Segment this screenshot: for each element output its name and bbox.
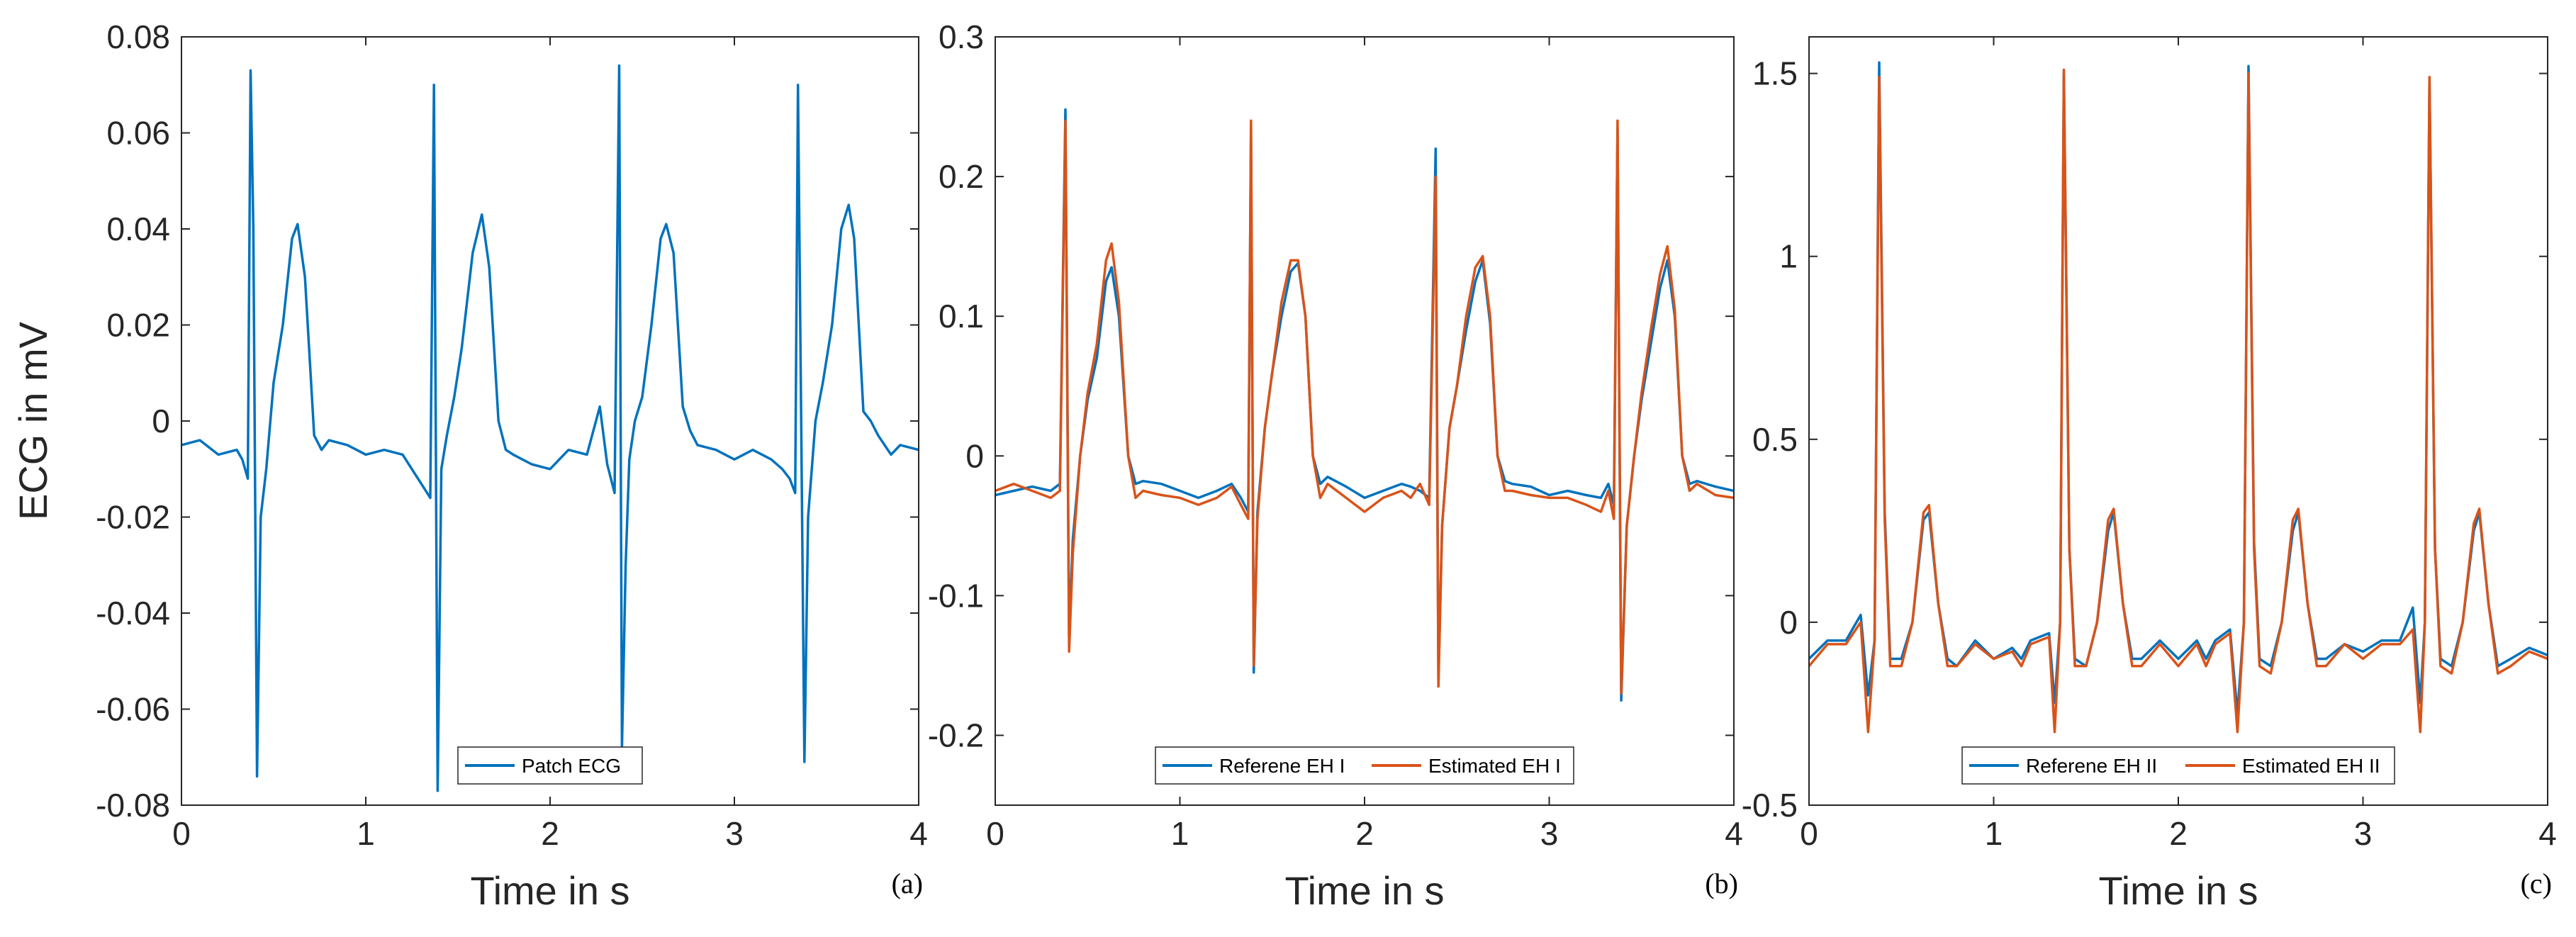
x-tick-label: 4 <box>2538 815 2557 852</box>
x-tick-label: 2 <box>2169 815 2188 852</box>
x-tick-label: 4 <box>909 815 928 852</box>
y-tick-label: 0.08 <box>106 18 170 55</box>
x-tick-label: 0 <box>1800 815 1818 852</box>
legend-box <box>1155 746 1574 785</box>
series-group <box>995 108 1734 702</box>
y-tick-label: 0.1 <box>939 298 984 335</box>
y-tick-label: 0.06 <box>106 115 170 152</box>
legend: Referene EH II Estimated EH II <box>1961 746 2395 785</box>
y-tick-label: 0.3 <box>939 18 984 55</box>
panel-label: (b) <box>1705 868 1738 899</box>
series-line-estimated-eh-i <box>995 119 1734 695</box>
y-tick-label: 0 <box>1779 604 1798 641</box>
y-tick-label: -0.06 <box>96 691 170 728</box>
series-line-patch-ecg <box>181 64 919 792</box>
legend-entry: Estimated EH I <box>1428 755 1561 777</box>
y-tick-label: 0 <box>965 437 984 474</box>
x-axis-label: Time in s <box>1284 868 1444 913</box>
x-tick-label: 0 <box>172 815 191 852</box>
x-tick-label: 2 <box>1355 815 1374 852</box>
y-tick-label: -0.2 <box>928 717 984 753</box>
x-tick-label: 3 <box>1540 815 1559 852</box>
y-tick-label: 0.2 <box>939 158 984 195</box>
legend: Patch ECG <box>457 746 643 785</box>
y-tick-label: 1 <box>1779 238 1798 275</box>
panel-label: (a) <box>892 868 923 899</box>
y-tick-label: 0 <box>152 403 170 439</box>
y-tick-label: 0.02 <box>106 307 170 344</box>
chart-panel-1: 0 1 2 3 4 -0.08 -0.06 -0.04 -0.02 0 0.02 0.04 0.06 0.… <box>11 18 928 913</box>
x-axis-label: Time in s <box>470 868 629 913</box>
chart-panel-2: 0 1 2 3 4 -0.2 -0.1 0 0.1 0.2 0.3 Time in s (b) Refer… <box>928 18 1743 913</box>
y-tick-label: 1.5 <box>1752 55 1798 92</box>
series-group <box>181 64 919 792</box>
x-tick-label: 1 <box>1171 815 1189 852</box>
legend-entry: Patch ECG <box>522 755 621 777</box>
plot-area <box>995 37 1734 805</box>
x-axis-label: Time in s <box>2098 868 2258 913</box>
y-tick-label: 0.5 <box>1752 421 1798 458</box>
y-tick-label: 0.04 <box>106 211 170 247</box>
x-tick-label: 1 <box>357 815 375 852</box>
plot-area <box>1809 37 2548 805</box>
plot-area <box>181 37 919 805</box>
y-tick-label: -0.04 <box>96 595 170 632</box>
legend-entry: Referene EH I <box>1219 755 1345 777</box>
x-tick-label: 0 <box>986 815 1004 852</box>
series-line-estimated-eh-ii <box>1809 68 2548 734</box>
y-axis-label: ECG in mV <box>11 321 55 520</box>
x-tick-label: 3 <box>2354 815 2373 852</box>
panel-label: (c) <box>2521 868 2552 899</box>
y-tick-label: -0.1 <box>928 577 984 614</box>
x-tick-label: 1 <box>1985 815 2003 852</box>
series-group <box>1809 61 2548 734</box>
legend: Referene EH I Estimated EH I <box>1155 746 1574 785</box>
legend-entry: Estimated EH II <box>2242 755 2380 777</box>
legend-box <box>1961 746 2395 785</box>
y-tick-label: -0.08 <box>96 787 170 824</box>
x-tick-label: 2 <box>541 815 559 852</box>
x-tick-label: 3 <box>725 815 744 852</box>
y-tick-label: -0.5 <box>1742 787 1798 824</box>
y-tick-label: -0.02 <box>96 499 170 536</box>
x-tick-label: 4 <box>1725 815 1743 852</box>
legend-entry: Referene EH II <box>2026 755 2157 777</box>
